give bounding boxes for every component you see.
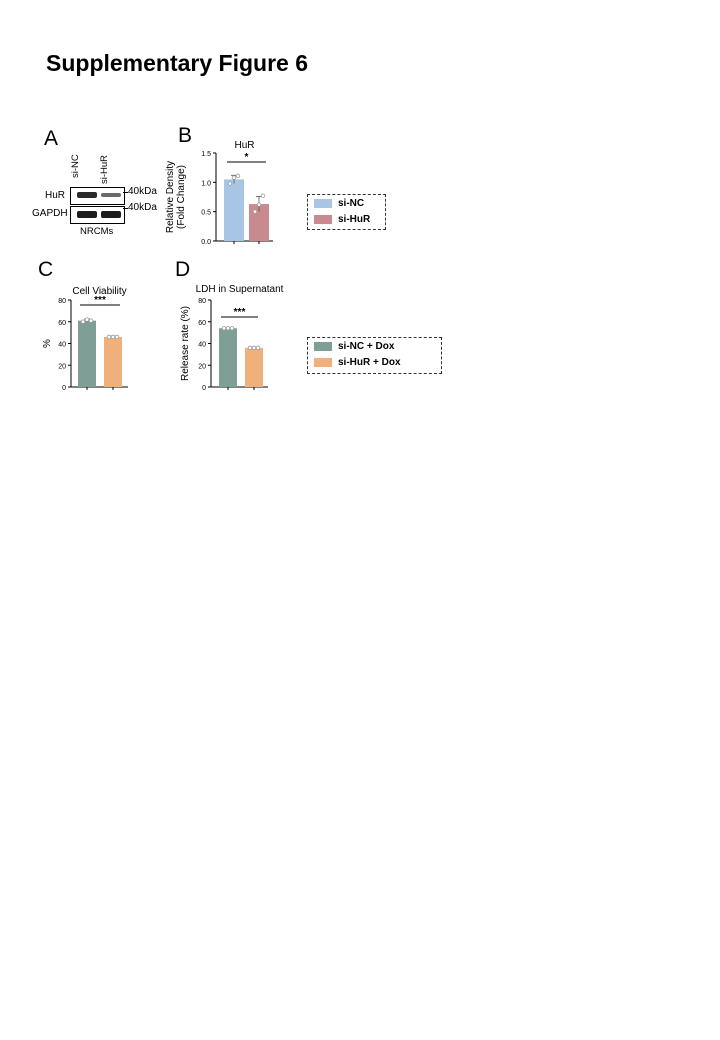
y-tick-label: 60 (58, 320, 66, 327)
data-point (255, 345, 261, 351)
size-tick (123, 192, 128, 193)
panel-letter-c: C (38, 258, 54, 281)
legend-swatch (314, 214, 332, 224)
data-point (227, 181, 233, 186)
data-point (260, 193, 266, 199)
data-point (225, 326, 231, 331)
data-point (80, 319, 86, 324)
bar-si-nc-dox (219, 328, 237, 387)
y-tick-label: 20 (198, 363, 206, 370)
size-tick (123, 208, 128, 209)
y-tick-label: 40 (58, 342, 66, 349)
legend-cd: si-NC + Dox si-HuR + Dox (307, 337, 442, 374)
legend-item-si-nc-dox: si-NC + Dox (314, 341, 394, 352)
significance-label: *** (94, 295, 106, 306)
data-point (106, 334, 112, 340)
western-blot-panel: si-NC si-HuR HuR 40kDa GAPDH 40kDa NRCMs (20, 150, 170, 240)
blot-size-label-gapdh: 40kDa (128, 202, 157, 213)
bar-si-nc-dox (78, 320, 96, 387)
data-point (252, 209, 258, 214)
figure-title: Supplementary Figure 6 (46, 50, 309, 76)
y-tick-label: 1.0 (201, 180, 211, 187)
data-point (251, 345, 257, 351)
y-tick-label: 40 (198, 342, 206, 349)
chart-title: Cell Viability (72, 286, 126, 297)
legend-label: si-NC (338, 198, 365, 209)
blot-band (77, 211, 97, 218)
bar-si-nc (224, 179, 244, 241)
bar-chart-hur: HuR Relative Density(Fold Change) 0.0 0.5 1.… (165, 140, 273, 246)
chart-title: HuR (234, 140, 254, 151)
y-tick-label: 80 (58, 298, 66, 305)
blot-row-label-hur: HuR (45, 190, 66, 201)
y-tick-label: 0 (202, 385, 206, 392)
y-tick-label: 0 (62, 385, 66, 392)
bar-chart-cell-viability: Cell Viability% 0 20 40 60 80 *** (42, 286, 128, 392)
y-tick-label: 80 (198, 298, 206, 305)
chart-title: LDH in Supernatant (196, 284, 284, 295)
blot-row-label-gapdh: GAPDH (32, 208, 68, 219)
panel-letter-d: D (175, 258, 191, 281)
cell-type-label: NRCMs (80, 226, 114, 237)
legend-label: si-NC + Dox (338, 341, 395, 352)
y-tick-label: 60 (198, 320, 206, 327)
y-axis-label: Relative Density(Fold Change) (165, 161, 187, 233)
data-point (235, 173, 241, 179)
data-point (114, 334, 120, 340)
significance-label: *** (234, 307, 246, 318)
lane-label-si-hur: si-HuR (99, 154, 110, 184)
legend-label: si-HuR + Dox (338, 357, 401, 368)
bar-si-hur-dox (245, 347, 263, 387)
blot-strip-hur (70, 187, 125, 205)
lane-label-si-nc: si-NC (70, 154, 81, 178)
blot-band (101, 193, 121, 197)
data-point (88, 318, 94, 323)
blot-strip-gapdh (70, 206, 125, 224)
blot-size-label-hur: 40kDa (128, 186, 157, 197)
legend-b: si-NC si-HuR (307, 194, 386, 230)
panel-letter-a: A (44, 127, 59, 150)
y-axis-label: % (42, 339, 53, 348)
y-tick-label: 0.5 (201, 210, 211, 217)
legend-swatch (314, 198, 332, 208)
y-tick-label: 0.0 (201, 239, 211, 246)
legend-swatch (314, 357, 332, 367)
legend-swatch (314, 341, 332, 351)
data-point (110, 334, 116, 340)
bar-si-hur-dox (104, 336, 122, 387)
y-tick-label: 1.5 (201, 151, 211, 158)
bar-chart-ldh: LDH in Supernatant Release rate (%) 0 20 40 6… (180, 284, 284, 392)
blot-band (77, 192, 97, 198)
legend-label: si-HuR (338, 214, 371, 225)
data-point (221, 326, 227, 331)
data-point (84, 317, 90, 322)
blot-band (101, 211, 121, 218)
data-point (229, 326, 235, 331)
data-point (247, 345, 253, 351)
panel-letter-b: B (178, 124, 193, 147)
data-point (256, 202, 262, 207)
legend-item-si-nc: si-NC (314, 198, 364, 209)
legend-item-si-hur: si-HuR (314, 214, 370, 225)
y-tick-label: 20 (58, 363, 66, 370)
y-axis-label: Release rate (%) (180, 306, 191, 381)
data-point (231, 175, 237, 180)
legend-item-si-hur-dox: si-HuR + Dox (314, 357, 401, 368)
significance-label: * (245, 152, 249, 163)
